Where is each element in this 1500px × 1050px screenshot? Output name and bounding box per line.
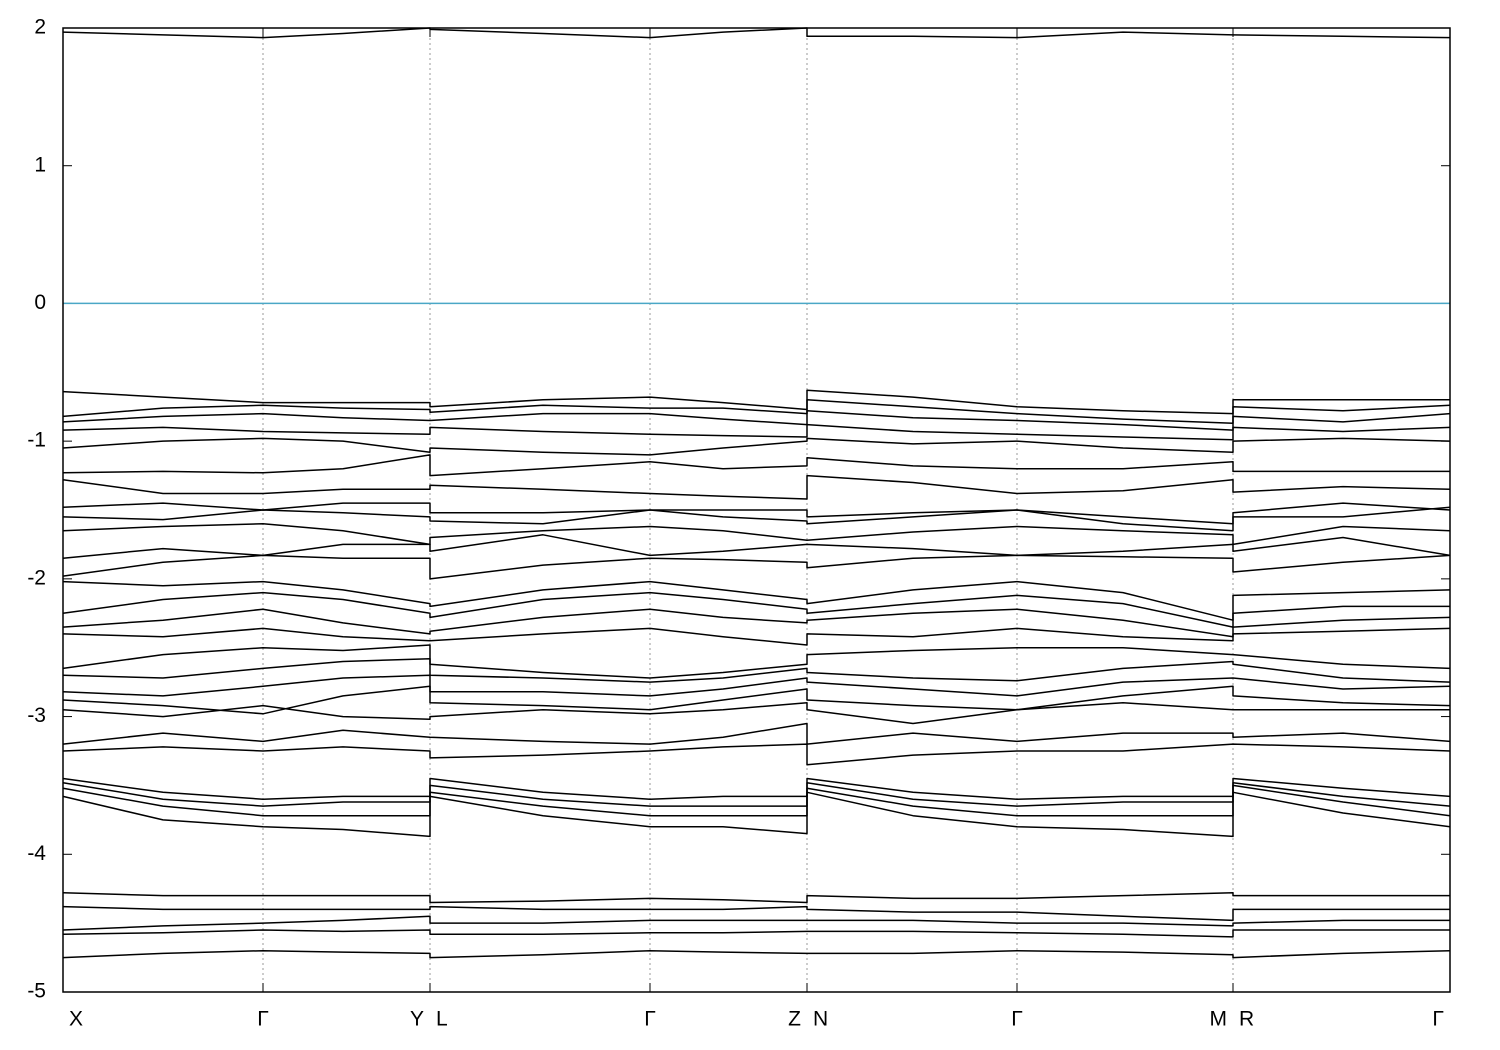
y-tick-label: 2 [34,16,46,39]
y-tick-label: -3 [27,704,46,727]
y-tick-label: 1 [34,153,46,176]
plot-frame [62,27,1451,993]
y-tick-label: -2 [27,566,46,589]
band-line [62,685,1451,715]
band-line [62,722,1451,745]
x-tick-label: Γ [644,1008,656,1031]
band-line [62,534,1451,559]
x-tick-label: Y [410,1008,424,1031]
x-tick-label: R [1239,1008,1254,1031]
band-line [62,791,1451,838]
y-tick-label: -5 [27,980,46,1003]
band-line [62,437,1451,456]
x-tick-label: Γ [1432,1008,1444,1031]
y-tick-label: 0 [34,291,46,314]
band-line [62,929,1450,938]
band-line [62,627,1451,646]
band-line [62,674,1451,697]
x-tick-label: Γ [1011,1008,1023,1031]
band-line [62,506,1451,532]
y-tick-label: -4 [27,842,46,865]
x-tick-label: N [813,1008,828,1031]
x-tick-label: Z [788,1008,801,1031]
band-line [62,474,1451,500]
band-line [62,702,1450,725]
band-line [62,892,1450,904]
band-line [62,27,1451,39]
band-line [62,657,1451,683]
band-line [62,423,1451,441]
band-line [62,454,1450,477]
x-tick-label: Γ [257,1008,269,1031]
band-line [62,743,1451,766]
band-line [62,905,1450,922]
band-line [62,644,1451,679]
y-tick-label: -1 [27,429,46,452]
band-line [62,915,1450,931]
band-line [62,523,1451,546]
x-tick-label: L [436,1008,448,1031]
band-line [62,554,1451,580]
band-line [62,949,1451,959]
band-line [62,591,1450,628]
x-tick-label: X [69,1008,83,1031]
x-tick-label: M [1210,1008,1228,1031]
